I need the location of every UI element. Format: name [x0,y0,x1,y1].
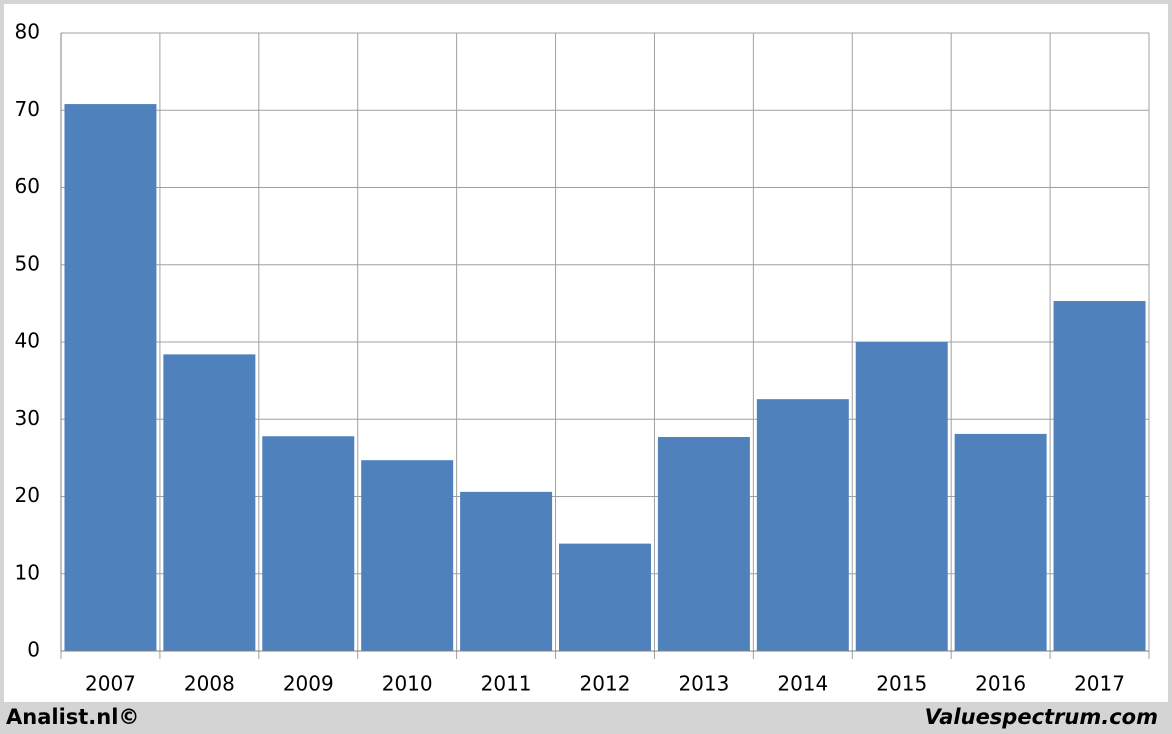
x-tick-label: 2007 [85,672,136,696]
y-tick-label: 60 [15,174,40,198]
y-tick-label: 30 [15,406,40,430]
x-tick-label: 2008 [184,672,235,696]
y-tick-label: 80 [15,20,40,44]
y-tick-label: 0 [27,638,40,662]
credit-right: Valuespectrum.com [925,705,1158,729]
y-tick-label: 70 [15,97,40,121]
bar [64,104,157,651]
y-tick-label: 40 [15,329,40,353]
x-tick-label: 2011 [481,672,532,696]
bar [954,433,1047,651]
x-tick-label: 2012 [580,672,631,696]
bar [460,491,553,651]
x-tick-label: 2016 [975,672,1026,696]
bar [1053,301,1146,651]
x-tick-label: 2014 [777,672,828,696]
bar [559,543,651,651]
x-tick-label: 2017 [1074,672,1125,696]
x-tick-label: 2009 [283,672,334,696]
bar [163,354,256,651]
x-tick-label: 2015 [876,672,927,696]
x-tick-label: 2010 [382,672,433,696]
bar [361,460,454,651]
bar [657,437,750,651]
bar [756,399,849,651]
bar [855,342,948,651]
y-tick-label: 10 [15,560,40,584]
credit-left: Analist.nl© [6,705,139,729]
bar [262,436,355,651]
y-tick-label: 50 [15,251,40,275]
y-tick-label: 20 [15,483,40,507]
x-tick-label: 2013 [678,672,729,696]
